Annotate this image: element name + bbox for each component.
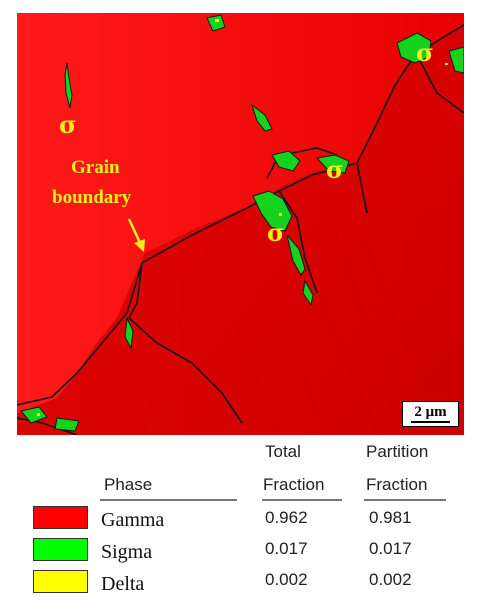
delta-particles (37, 19, 448, 416)
header-underline (262, 499, 342, 501)
sigma-label: σ (59, 110, 77, 139)
delta-total-fraction: 0.002 (265, 570, 308, 589)
sigma-particles (20, 14, 464, 432)
delta-partition-fraction: 0.002 (369, 570, 412, 589)
partition-header-line2: Fraction (366, 475, 428, 494)
delta-color-swatch (33, 570, 88, 593)
gamma-color-swatch (33, 506, 88, 529)
grain-boundary-label: Grain (71, 157, 120, 178)
gamma-partition-fraction: 0.981 (369, 508, 412, 527)
scale-bar-line (411, 421, 450, 423)
sigma-label: σ (326, 155, 344, 184)
gamma-total-fraction: 0.962 (265, 508, 308, 527)
sigma-total-fraction: 0.017 (265, 539, 308, 558)
phase-name-delta: Delta (101, 573, 145, 595)
sigma-color-swatch (33, 538, 88, 561)
sigma-label: σ (267, 218, 285, 247)
scale-bar: 2 μm (402, 401, 459, 427)
grain-boundary-label: boundary (52, 187, 132, 208)
phase-header: Phase (104, 475, 153, 494)
header-underline (100, 499, 237, 501)
sigma-partition-fraction: 0.017 (369, 539, 412, 558)
arrow-icon (127, 218, 145, 252)
phase-name-sigma: Sigma (101, 541, 153, 563)
sigma-label: σ (416, 38, 434, 67)
partition-header-line1: Partition (366, 442, 429, 461)
scale-bar-label: 2 μm (414, 404, 447, 420)
grain-boundaries (17, 24, 464, 435)
ebsd-phase-map: σ σ σ σ Grain boundary (17, 13, 464, 435)
total-header-line1: Total (265, 442, 301, 461)
total-header-line2: Fraction (263, 475, 325, 494)
header-underline (364, 499, 446, 501)
phase-legend-table: Total Partition Phase Fraction Fraction … (0, 435, 481, 609)
phase-name-gamma: Gamma (101, 509, 165, 531)
